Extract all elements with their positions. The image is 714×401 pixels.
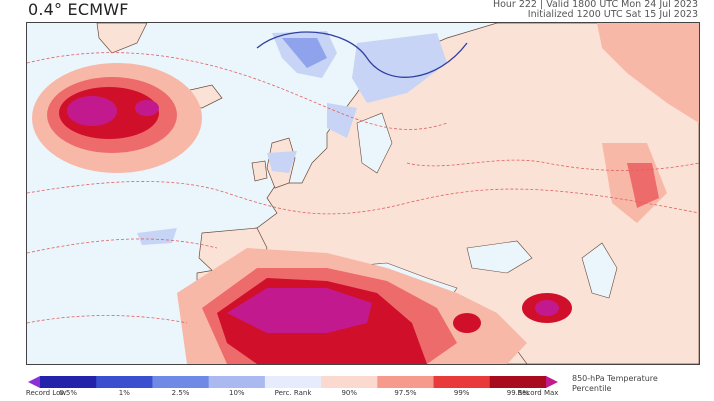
legend-label: 99.5% — [506, 389, 529, 397]
temperature-percentile-map — [26, 22, 700, 365]
legend-swatch-record-max — [546, 376, 558, 388]
legend-label: 97.5% — [394, 389, 417, 397]
legend-title-line2: Percentile — [572, 384, 612, 393]
legend-label: Perc. Rank — [274, 389, 312, 397]
contour-4 — [27, 315, 188, 324]
warm-anomaly-east — [597, 23, 699, 223]
legend-swatch — [96, 376, 153, 388]
legend-label: 2.5% — [171, 389, 190, 397]
warm-atlantic-record-2 — [135, 100, 159, 116]
warm-northeast — [597, 23, 699, 123]
cold-anomaly-uk — [267, 151, 297, 173]
sea-black — [466, 240, 533, 274]
legend-swatch — [152, 376, 210, 388]
legend-title-line1: 850-hPa Temperature — [572, 374, 658, 383]
legend-label: 1% — [118, 389, 130, 397]
legend-colorbar — [28, 376, 558, 398]
legend-labels: Record Low 0.5% 1% 2.5% 10% Perc. Rank 90% 97.5… — [25, 389, 559, 401]
contour-cold-1 — [256, 31, 468, 78]
legend-label: Record Low — [25, 389, 67, 397]
warm-anomaly-mediterranean — [177, 248, 572, 364]
land-ireland — [251, 160, 268, 182]
legend-bar — [28, 376, 558, 388]
legend-swatch — [40, 376, 97, 388]
legend-label: Record Max — [517, 389, 559, 397]
legend-swatch — [321, 376, 378, 388]
legend-swatch — [433, 376, 491, 388]
init-time-line: Initialized 1200 UTC Sat 15 Jul 2023 — [527, 9, 698, 20]
legend-title: 850-hPa Temperature Percentile — [572, 374, 658, 394]
sea-baltic — [356, 112, 393, 174]
legend-swatch — [377, 376, 435, 388]
cold-anomaly-norway-coast — [327, 103, 357, 138]
legend-swatch — [208, 376, 266, 388]
map-canvas — [27, 23, 699, 364]
warm-russia-mid — [627, 163, 659, 208]
cold-anomaly-core — [282, 38, 327, 68]
contour-2 — [27, 181, 699, 215]
legend-label: 10% — [228, 389, 245, 397]
cold-anomaly-scandinavia — [352, 33, 447, 103]
run-info: Hour 222 | Valid 1800 UTC Mon 24 Jul 202… — [493, 0, 698, 20]
legend-label: 0.5% — [59, 389, 78, 397]
sea-caspian — [581, 242, 618, 299]
legend-swatch — [489, 376, 547, 388]
legend-swatch-record-low — [28, 376, 40, 388]
warm-anatolia-record — [535, 300, 559, 316]
land-greenland — [96, 23, 148, 54]
contour-3 — [27, 238, 218, 254]
warm-atlantic-record — [67, 96, 117, 126]
warm-contours — [27, 52, 699, 324]
model-title: 0.4° ECMWF — [28, 0, 129, 19]
cold-anomaly-group — [137, 31, 447, 245]
contour-5 — [406, 159, 699, 171]
legend-label: 99% — [453, 389, 470, 397]
cold-anomaly-atlantic — [137, 228, 177, 245]
warm-anomaly-atlantic — [32, 63, 202, 173]
warm-med-record — [227, 288, 372, 333]
warm-greece-high — [453, 313, 481, 333]
cold-contours — [256, 31, 468, 78]
legend-swatch — [264, 376, 322, 388]
valid-time-line: Hour 222 | Valid 1800 UTC Mon 24 Jul 202… — [492, 0, 698, 10]
legend-label: 90% — [341, 389, 357, 397]
